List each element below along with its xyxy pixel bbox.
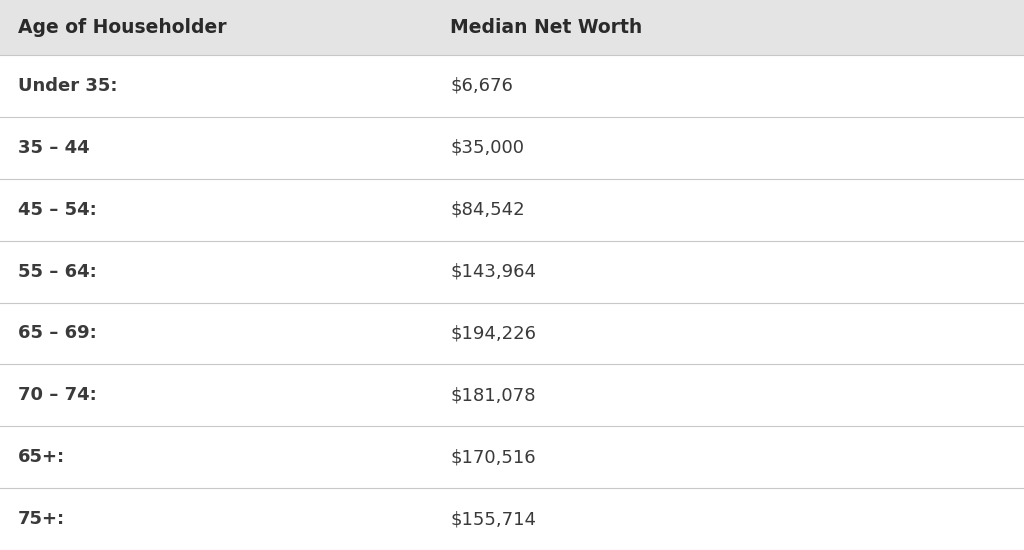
- Text: 35 – 44: 35 – 44: [18, 139, 90, 157]
- Text: Median Net Worth: Median Net Worth: [450, 18, 642, 37]
- Text: 55 – 64:: 55 – 64:: [18, 262, 96, 280]
- Text: 45 – 54:: 45 – 54:: [18, 201, 96, 219]
- Text: $35,000: $35,000: [450, 139, 524, 157]
- Text: $143,964: $143,964: [450, 262, 536, 280]
- Text: 65 – 69:: 65 – 69:: [18, 324, 96, 343]
- Text: $84,542: $84,542: [450, 201, 524, 219]
- Text: 75+:: 75+:: [18, 510, 66, 528]
- Text: Under 35:: Under 35:: [18, 77, 118, 95]
- Text: 70 – 74:: 70 – 74:: [18, 386, 96, 404]
- Text: $6,676: $6,676: [450, 77, 513, 95]
- Text: $155,714: $155,714: [450, 510, 536, 528]
- Text: $194,226: $194,226: [450, 324, 536, 343]
- Text: Age of Householder: Age of Householder: [18, 18, 226, 37]
- Text: $181,078: $181,078: [450, 386, 536, 404]
- Bar: [0, 0, 1024, 55]
- Text: $170,516: $170,516: [450, 448, 536, 466]
- Text: 65+:: 65+:: [18, 448, 66, 466]
